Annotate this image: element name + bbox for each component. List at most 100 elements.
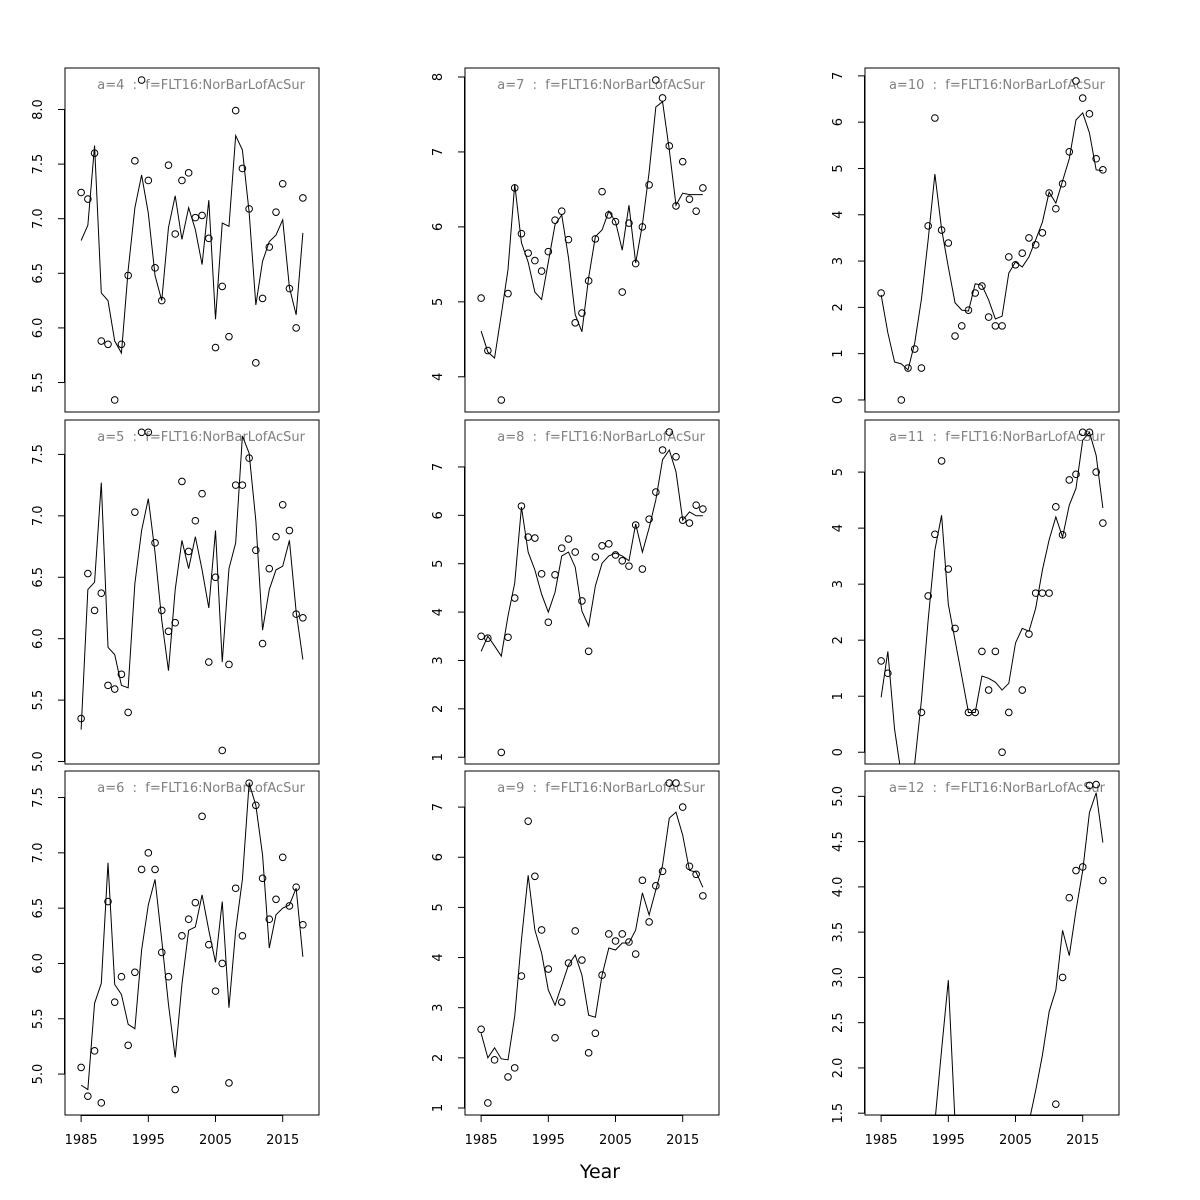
observed-point bbox=[191, 898, 200, 907]
observed-point bbox=[557, 544, 566, 553]
observed-point bbox=[252, 546, 260, 555]
panel-frame bbox=[864, 419, 1120, 765]
observed-point bbox=[971, 289, 980, 297]
observed-point bbox=[544, 618, 553, 627]
observed-point bbox=[991, 322, 1000, 330]
observed-point bbox=[225, 332, 233, 341]
panel-title: a=9 : f=FLT16:NorBarLofAcSur bbox=[497, 781, 705, 796]
observed-point bbox=[110, 685, 119, 693]
observed-point bbox=[90, 1047, 99, 1055]
observed-point bbox=[584, 1049, 593, 1057]
y-tick-label: 3 bbox=[431, 656, 446, 664]
observed-point bbox=[1085, 110, 1094, 118]
observed-point bbox=[117, 972, 126, 981]
fitted-line bbox=[480, 811, 704, 1061]
x-tick-label: 1995 bbox=[932, 1133, 965, 1148]
observed-point bbox=[1092, 468, 1100, 476]
observed-point bbox=[618, 288, 627, 296]
observed-point bbox=[218, 959, 227, 968]
panel: a=4 : f=FLT16:NorBarLofAcSur 5.5 6.0 6.5 7.0… bbox=[31, 67, 320, 413]
observed-point bbox=[504, 289, 512, 298]
observed-point bbox=[299, 614, 307, 622]
observed-point bbox=[265, 564, 274, 573]
y-tick-label: 7 bbox=[831, 72, 846, 80]
y-tick-label: 7.5 bbox=[31, 154, 46, 175]
y-tick-label: 4.5 bbox=[831, 831, 846, 852]
y-tick-label: 4 bbox=[431, 608, 446, 616]
observed-point bbox=[931, 114, 939, 122]
observed-point bbox=[285, 526, 294, 535]
observed-point bbox=[652, 488, 660, 496]
observed-point bbox=[497, 396, 506, 404]
observed-point bbox=[198, 489, 206, 498]
observed-point bbox=[184, 915, 193, 924]
observed-point bbox=[652, 76, 660, 84]
observed-point bbox=[537, 267, 546, 275]
observed-point bbox=[611, 217, 620, 226]
observed-point bbox=[124, 708, 132, 717]
observed-point bbox=[231, 884, 240, 893]
panel-frame bbox=[64, 67, 320, 413]
observed-point bbox=[537, 570, 546, 578]
observed-point bbox=[692, 870, 700, 879]
observed-point bbox=[178, 477, 186, 486]
observed-point bbox=[699, 184, 707, 192]
observed-point bbox=[1004, 253, 1013, 261]
observed-point bbox=[171, 230, 180, 238]
observed-point bbox=[685, 195, 694, 203]
observed-point bbox=[699, 892, 707, 900]
observed-point bbox=[951, 332, 959, 340]
observed-point bbox=[272, 208, 280, 216]
observed-point bbox=[1058, 973, 1067, 982]
observed-point bbox=[184, 547, 193, 556]
observed-point bbox=[84, 1092, 92, 1100]
observed-point bbox=[591, 553, 600, 561]
observed-point bbox=[631, 950, 640, 958]
panel: a=5 : f=FLT16:NorBarLofAcSur 5.0 5.5 6.0 6.5… bbox=[31, 419, 320, 772]
y-tick-label: 5.0 bbox=[831, 786, 846, 807]
x-tick-label: 1985 bbox=[65, 1133, 98, 1148]
observed-point bbox=[951, 624, 959, 633]
observed-point bbox=[1072, 866, 1080, 875]
y-tick-label: 6.5 bbox=[31, 263, 46, 284]
observed-point bbox=[164, 627, 173, 636]
observed-point bbox=[578, 956, 586, 964]
observed-point bbox=[645, 918, 653, 926]
observed-point bbox=[124, 1041, 132, 1050]
plot-area bbox=[477, 428, 707, 757]
y-tick-label: 3 bbox=[431, 1004, 446, 1012]
panel: a=8 : f=FLT16:NorBarLofAcSur 1 2 3 4 5 6 7 bbox=[431, 419, 720, 765]
observed-point bbox=[625, 219, 633, 227]
x-axis-label: Year bbox=[579, 1161, 620, 1183]
y-tick-label: 8.0 bbox=[31, 99, 46, 120]
observed-point bbox=[978, 647, 986, 656]
observed-point bbox=[218, 746, 227, 755]
y-tick-label: 4 bbox=[831, 211, 846, 219]
y-tick-label: 2 bbox=[431, 705, 446, 713]
y-tick-label: 4.0 bbox=[831, 877, 846, 898]
observed-point bbox=[957, 322, 966, 330]
y-tick-label: 7 bbox=[431, 463, 446, 471]
y-tick-label: 1 bbox=[431, 753, 446, 761]
observed-point bbox=[998, 322, 1006, 330]
panel-title: a=8 : f=FLT16:NorBarLofAcSur bbox=[497, 430, 705, 445]
observed-point bbox=[292, 324, 300, 332]
observed-point bbox=[278, 853, 287, 862]
observed-point bbox=[897, 396, 906, 404]
observed-point bbox=[258, 639, 267, 648]
observed-point bbox=[1052, 503, 1060, 511]
observed-point bbox=[252, 359, 260, 367]
y-tick-label: 3 bbox=[831, 580, 846, 588]
observed-point bbox=[1052, 204, 1060, 213]
observed-point bbox=[104, 681, 112, 690]
y-tick-label: 5 bbox=[831, 468, 846, 476]
y-tick-label: 6 bbox=[431, 223, 446, 231]
observed-point bbox=[625, 938, 633, 946]
observed-point bbox=[910, 345, 919, 353]
observed-point bbox=[151, 865, 159, 874]
y-tick-label: 0 bbox=[831, 396, 846, 404]
observed-point bbox=[1025, 234, 1033, 242]
plot-area bbox=[477, 779, 707, 1107]
observed-point bbox=[625, 562, 633, 570]
observed-point bbox=[110, 998, 119, 1006]
